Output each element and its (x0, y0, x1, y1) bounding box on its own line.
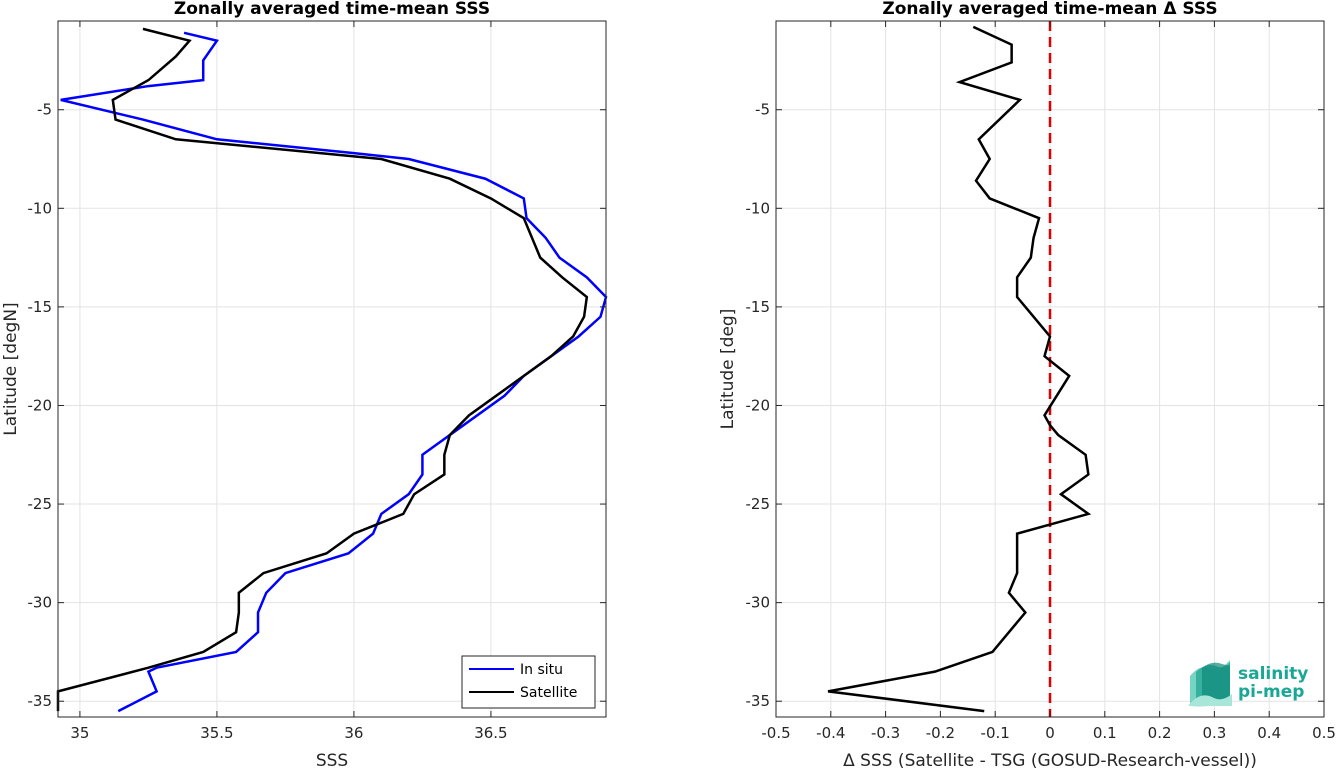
delta-y-tick-label: -15 (746, 298, 771, 316)
delta-y-tick-label: -35 (746, 692, 771, 710)
sss-x-tick-label: 36.5 (474, 724, 507, 742)
delta-y-tick-label: -10 (746, 199, 771, 217)
sss-title: Zonally averaged time-mean SSS (174, 0, 490, 19)
logo-text-pi-mep: pi-mep (1238, 682, 1304, 702)
delta-x-tick-label: -0.3 (871, 724, 900, 742)
series-line-delta-sss (827, 25, 1092, 713)
delta-x-tick-label: -0.1 (981, 724, 1010, 742)
sss-series-layer (56, 27, 608, 713)
sss-plot-area (58, 21, 606, 717)
sss-y-tick-label: -10 (28, 199, 53, 217)
delta-x-tick-label: 0 (1045, 724, 1055, 742)
delta-x-tick-label: 0.5 (1312, 724, 1336, 742)
series-line-satellite (56, 27, 589, 712)
delta-y-axis-label: Latitude [deg] (718, 309, 738, 430)
sss-ticks: 35 35.5 36 36.5 -35 -30 -25 -20 -15 -10 -5 (28, 21, 606, 742)
delta-x-tick-label: 0.2 (1148, 724, 1172, 742)
sss-y-axis-label: Latitude [degN] (1, 302, 21, 435)
legend-box (461, 655, 596, 709)
legend-label-satellite: Satellite (520, 685, 577, 701)
delta-sss-panel: -0.5 -0.4 -0.3 -0.2 -0.1 0 0.1 0.2 0.3 0.4 0.5 -35 -… (718, 0, 1336, 769)
sss-y-tick-label: -20 (28, 396, 53, 414)
delta-x-tick-label: -0.2 (926, 724, 955, 742)
sss-panel: 35 35.5 36 36.5 -35 -30 -25 -20 -15 -10 -5 Zonally… (1, 0, 608, 769)
sss-x-tick-label: 35 (70, 724, 89, 742)
sss-grid (58, 21, 606, 717)
delta-y-tick-label: -30 (746, 594, 771, 612)
logo-wave-icon (1188, 660, 1232, 707)
sss-x-tick-label: 36 (344, 724, 363, 742)
delta-x-tick-label: 0.3 (1202, 724, 1226, 742)
sss-x-axis-label: SSS (316, 751, 348, 769)
sss-y-tick-label: -5 (37, 101, 52, 119)
delta-x-tick-label: 0.4 (1257, 724, 1281, 742)
logo-text-salinity: salinity (1238, 664, 1308, 684)
sss-y-tick-label: -25 (28, 495, 53, 513)
delta-x-tick-label: -0.4 (816, 724, 845, 742)
sss-y-tick-label: -35 (28, 692, 53, 710)
sss-y-tick-label: -15 (28, 298, 53, 316)
salinity-pi-mep-logo: salinity pi-mep (1188, 660, 1308, 707)
delta-x-tick-label: 0.1 (1093, 724, 1117, 742)
delta-x-tick-label: -0.5 (761, 724, 790, 742)
delta-ticks: -0.5 -0.4 -0.3 -0.2 -0.1 0 0.1 0.2 0.3 0.4 0.5 -35 -… (746, 21, 1336, 742)
sss-y-tick-label: -30 (28, 594, 53, 612)
delta-x-axis-label: Δ SSS (Satellite - TSG (GOSUD-Research-v… (843, 751, 1257, 769)
delta-y-tick-label: -20 (746, 396, 771, 414)
delta-series-layer (827, 21, 1092, 717)
sss-x-tick-label: 35.5 (200, 724, 233, 742)
legend-label-in-situ: In situ (520, 662, 563, 678)
legend: In situ Satellite (461, 655, 596, 709)
delta-title: Zonally averaged time-mean Δ SSS (882, 0, 1217, 19)
sss-axes-box (57, 20, 607, 718)
delta-y-tick-label: -5 (755, 101, 770, 119)
delta-y-tick-label: -25 (746, 495, 771, 513)
